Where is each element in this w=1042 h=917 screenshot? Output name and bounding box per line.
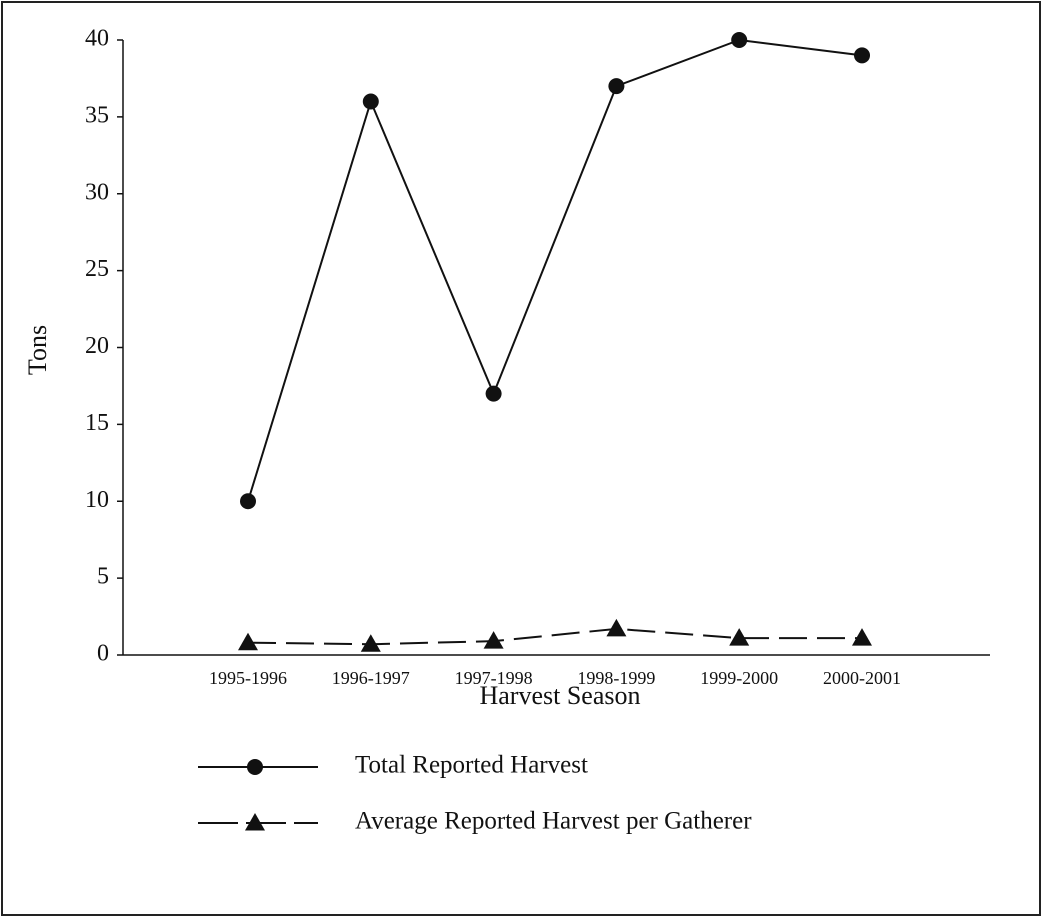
y-tick-label: 35: [85, 102, 109, 128]
data-point: [360, 634, 381, 652]
y-tick-label: 25: [85, 256, 109, 282]
data-point: [608, 78, 625, 95]
series-line: [247, 627, 862, 646]
y-axis-label: Tons: [23, 325, 52, 375]
data-point: [238, 632, 258, 651]
y-tick-label: 30: [85, 179, 109, 205]
x-axis-label: Harvest Season: [479, 681, 640, 710]
data-point: [483, 631, 504, 649]
data-point: [240, 493, 256, 510]
data-point: [729, 628, 750, 646]
y-tick-label: 0: [97, 641, 109, 667]
y-tick-label: 15: [85, 410, 109, 436]
legend-marker: [247, 759, 263, 775]
y-tick-label: 20: [85, 333, 109, 359]
x-tick-label: 1999-2000: [700, 668, 778, 688]
x-tick-label: 2000-2001: [823, 668, 901, 688]
series-line: [247, 38, 863, 502]
x-tick-label: 1997-1998: [455, 668, 533, 688]
legend-label: Total Reported Harvest: [355, 752, 588, 779]
x-tick-label: 1998-1999: [577, 668, 655, 688]
y-tick-label: 10: [85, 487, 109, 513]
y-tick-label: 5: [97, 564, 109, 590]
y-tick-label: 40: [85, 26, 109, 52]
data-point: [731, 32, 748, 48]
data-point: [854, 47, 870, 64]
data-point: [852, 628, 872, 646]
data-point: [606, 618, 627, 637]
data-point: [485, 385, 502, 402]
legend-label: Average Reported Harvest per Gatherer: [355, 808, 752, 835]
data-point: [362, 93, 379, 110]
x-tick-label: 1995-1996: [209, 668, 287, 688]
x-tick-label: 1996-1997: [332, 668, 410, 688]
legend-marker: [245, 813, 265, 831]
